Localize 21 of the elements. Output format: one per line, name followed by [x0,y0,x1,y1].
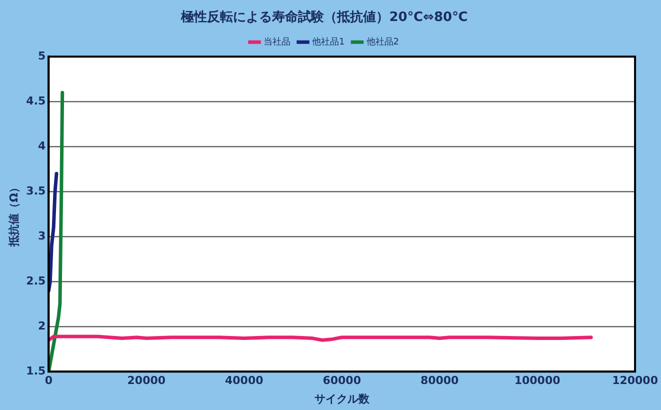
legend-label: 当社品 [264,36,291,48]
y-tick-label: 2 [38,319,46,332]
legend-label: 他社品1 [312,36,345,48]
y-tick-label: 4 [38,139,46,152]
x-tick-label: 100000 [514,374,561,388]
y-tick-label: 5 [38,49,46,62]
x-tick-label: 60000 [322,374,362,388]
y-tick-label: 3.5 [26,184,46,198]
y-axis-title: 抵抗値（Ω） [7,182,20,248]
x-tick-label: 120000 [612,374,658,388]
x-tick-label: 40000 [224,374,264,388]
x-tick-label: 0 [44,374,53,388]
y-tick-label: 3 [38,229,46,242]
y-tick-label: 4.5 [26,94,46,108]
x-tick-label: 20000 [127,374,166,388]
y-tick-label: 2.5 [26,274,46,288]
legend-label: 他社品2 [366,36,399,48]
y-tick-label: 1.5 [26,364,46,378]
chart-title: 極性反転による寿命試験（抵抗値）20℃⇔80℃ [180,9,468,26]
x-axis-title: サイクル数 [314,392,370,406]
x-tick-label: 80000 [420,374,460,388]
